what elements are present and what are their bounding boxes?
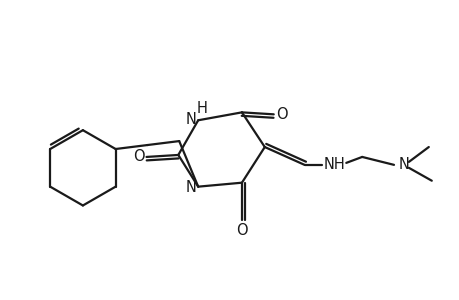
Text: O: O	[133, 149, 144, 164]
Text: NH: NH	[323, 158, 345, 172]
Text: H: H	[196, 101, 207, 116]
Text: N: N	[185, 112, 196, 127]
Text: N: N	[397, 158, 409, 172]
Text: O: O	[235, 223, 247, 238]
Text: N: N	[185, 180, 196, 195]
Text: O: O	[275, 107, 287, 122]
